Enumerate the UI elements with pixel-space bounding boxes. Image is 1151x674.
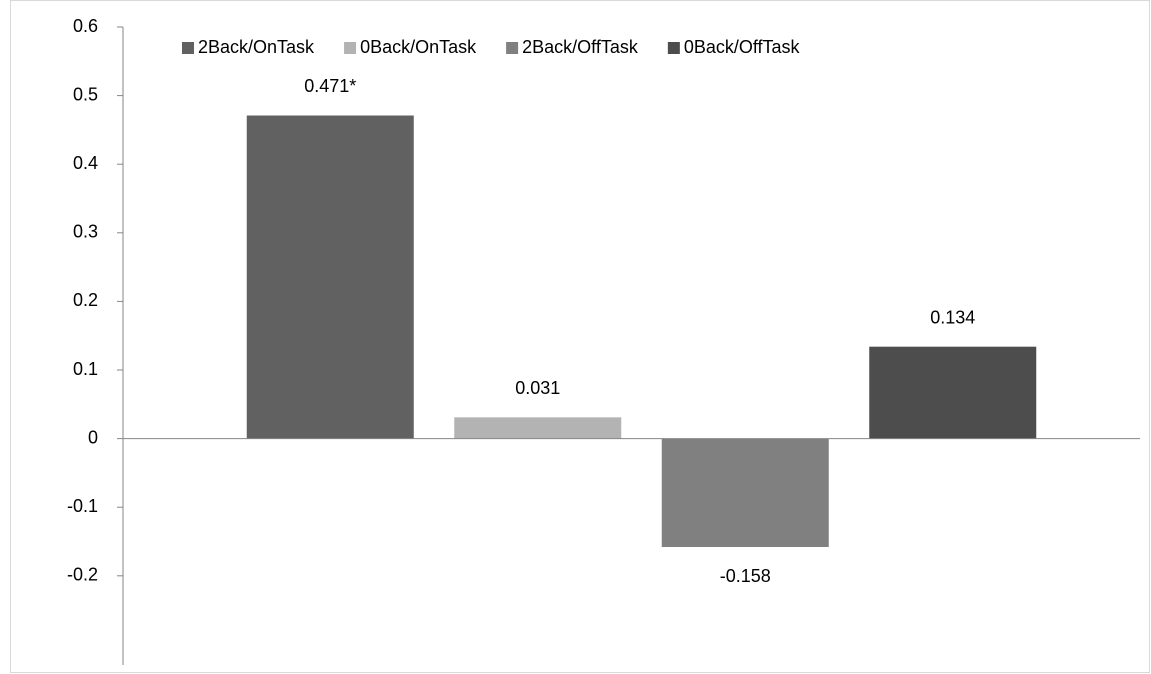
legend-swatch [667, 42, 680, 54]
bar [454, 417, 622, 439]
y-tick-label: -0.2 [67, 565, 98, 585]
data-label: 0.031 [515, 378, 560, 398]
legend-label: 0Back/OnTask [360, 37, 477, 57]
legend-swatch [344, 42, 357, 54]
y-tick-label: -0.1 [67, 496, 98, 516]
legend-swatch [506, 42, 519, 54]
legend-swatch [182, 42, 194, 54]
legend-label: 0Back/OffTask [684, 37, 801, 57]
bar [661, 438, 829, 548]
y-tick-label: 0.1 [73, 359, 98, 379]
data-label: -0.158 [720, 566, 771, 586]
bar [246, 115, 414, 439]
chart-border [10, 0, 1150, 673]
y-tick-label: 0.2 [73, 290, 98, 310]
bar [869, 346, 1037, 439]
data-label: 0.471* [304, 76, 356, 96]
data-label: 0.134 [930, 307, 975, 327]
legend-label: 2Back/OffTask [522, 37, 639, 57]
legend-label: 2Back/OnTask [198, 37, 315, 57]
y-tick-label: 0.3 [73, 222, 98, 242]
y-tick-label: 0.4 [73, 153, 98, 173]
y-tick-label: 0.6 [73, 16, 98, 36]
y-tick-label: 0 [88, 427, 98, 447]
y-tick-label: 0.5 [73, 84, 98, 104]
